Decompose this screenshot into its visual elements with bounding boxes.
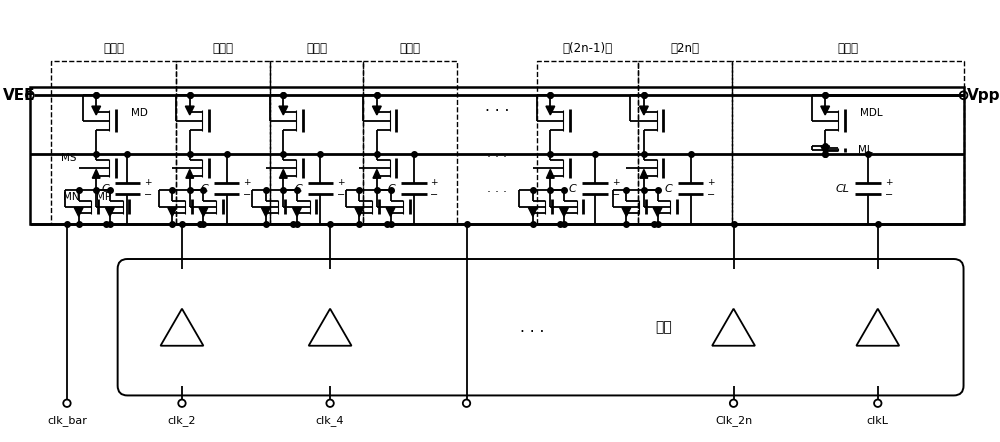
Text: +: + [707, 178, 715, 187]
Text: clk_2: clk_2 [168, 415, 196, 426]
Text: −: − [337, 190, 345, 200]
Text: 第(2n-1)级: 第(2n-1)级 [562, 42, 612, 55]
Text: clk_bar: clk_bar [47, 415, 87, 426]
Text: −: − [243, 190, 251, 200]
Text: 第二级: 第二级 [212, 42, 233, 55]
Text: clk_4: clk_4 [316, 415, 344, 426]
Polygon shape [186, 169, 194, 178]
Text: 第一级: 第一级 [103, 42, 124, 55]
Text: MP: MP [96, 192, 112, 202]
Polygon shape [293, 208, 301, 217]
Polygon shape [546, 169, 554, 178]
Text: . . .: . . . [487, 147, 507, 160]
Bar [270, 61, 363, 224]
Text: MD: MD [131, 108, 148, 118]
Bar [363, 61, 457, 224]
Text: VEE: VEE [3, 88, 35, 103]
Bar [51, 61, 176, 224]
Text: +: + [337, 178, 344, 187]
Bar [732, 61, 964, 224]
Text: C: C [101, 184, 109, 194]
Bar [30, 88, 964, 224]
Polygon shape [74, 208, 83, 217]
Polygon shape [560, 208, 568, 217]
Text: . . .: . . . [487, 183, 507, 195]
Polygon shape [373, 169, 381, 178]
Text: MN: MN [63, 192, 79, 202]
Bar [638, 61, 732, 224]
Text: MS: MS [61, 152, 77, 163]
Polygon shape [821, 146, 830, 155]
Text: +: + [885, 178, 892, 187]
Text: C: C [201, 184, 208, 194]
Text: +: + [612, 178, 619, 187]
Text: CL: CL [836, 184, 850, 194]
Bar [537, 61, 638, 224]
Polygon shape [168, 208, 177, 217]
Text: ML: ML [858, 145, 873, 155]
Polygon shape [528, 208, 537, 217]
Polygon shape [640, 106, 648, 115]
Polygon shape [372, 106, 381, 115]
Polygon shape [92, 169, 100, 178]
Polygon shape [653, 208, 662, 217]
Polygon shape [92, 106, 101, 115]
Text: +: + [144, 178, 151, 187]
Polygon shape [546, 106, 555, 115]
Text: Clk_2n: Clk_2n [715, 415, 752, 426]
FancyBboxPatch shape [118, 259, 964, 396]
Polygon shape [105, 208, 114, 217]
Text: 输出级: 输出级 [837, 42, 858, 55]
Polygon shape [640, 169, 648, 178]
Text: −: − [430, 190, 439, 200]
Text: C: C [664, 184, 672, 194]
Polygon shape [199, 208, 208, 217]
Text: C: C [294, 184, 302, 194]
Polygon shape [355, 208, 364, 217]
Text: −: − [707, 190, 715, 200]
Polygon shape [185, 106, 194, 115]
Text: C: C [388, 184, 395, 194]
Polygon shape [279, 106, 288, 115]
Text: −: − [144, 190, 152, 200]
Text: Vpp: Vpp [966, 88, 1000, 103]
Text: 驱动: 驱动 [655, 320, 672, 334]
Polygon shape [821, 106, 830, 115]
Text: 第四级: 第四级 [400, 42, 421, 55]
Text: +: + [430, 178, 438, 187]
Text: −: − [885, 190, 893, 200]
Text: . . .: . . . [485, 99, 509, 114]
Text: 第2n级: 第2n级 [670, 42, 699, 55]
Text: 第三级: 第三级 [306, 42, 327, 55]
Text: clkL: clkL [867, 416, 889, 426]
Polygon shape [386, 208, 395, 217]
Bar [176, 61, 270, 224]
Text: +: + [243, 178, 251, 187]
Text: MDL: MDL [860, 108, 883, 118]
Text: . . .: . . . [520, 320, 544, 335]
Polygon shape [622, 208, 631, 217]
Polygon shape [261, 208, 270, 217]
Text: −: − [612, 190, 620, 200]
Polygon shape [279, 169, 287, 178]
Text: C: C [569, 184, 577, 194]
